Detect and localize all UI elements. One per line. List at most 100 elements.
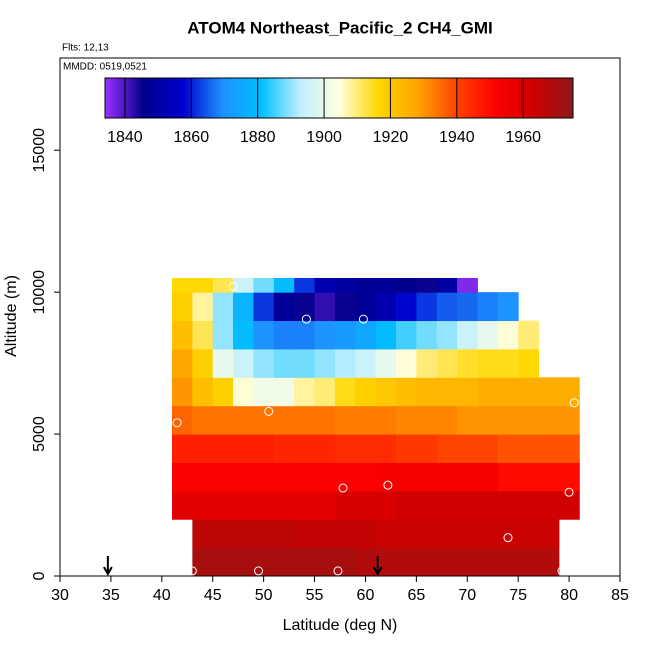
heat-cell — [314, 490, 336, 520]
heat-cell — [396, 405, 417, 435]
sample-point — [264, 406, 274, 416]
heat-cell — [538, 519, 560, 549]
heat-cell — [314, 348, 336, 378]
heat-cell — [375, 320, 397, 350]
heat-cell — [314, 292, 336, 322]
heat-cell — [172, 490, 193, 520]
heat-cell — [457, 377, 478, 407]
heat-cell — [273, 405, 295, 435]
colorbar-tick-label: 1960 — [505, 129, 541, 146]
ground-arrow — [372, 556, 383, 577]
sample-point — [564, 487, 574, 497]
sample-point — [187, 566, 197, 576]
heat-cell — [172, 320, 193, 350]
heat-cell — [212, 490, 234, 520]
heat-cell — [294, 377, 316, 407]
heat-cell — [314, 377, 336, 407]
heat-cell — [436, 434, 458, 463]
heat-cell — [253, 434, 275, 463]
heat-cell — [477, 405, 499, 435]
x-tick-label: 70 — [458, 587, 476, 604]
heat-cell — [253, 377, 275, 407]
heat-cell — [334, 434, 356, 463]
heat-cell — [273, 320, 295, 350]
heat-cell — [172, 277, 193, 293]
heat-cell — [436, 377, 458, 407]
x-tick-label: 30 — [51, 587, 69, 604]
y-tick-label: 15000 — [31, 128, 48, 173]
heat-cell — [436, 277, 458, 293]
heat-cell — [233, 377, 254, 407]
heat-cell — [457, 277, 478, 293]
heat-cell — [314, 462, 336, 492]
heat-cell — [375, 519, 397, 549]
heat-cell — [233, 490, 254, 520]
x-tick-label: 45 — [204, 587, 222, 604]
heat-cell — [314, 519, 336, 549]
sample-point — [301, 314, 311, 324]
heat-cell — [436, 490, 458, 520]
heat-cell — [436, 519, 458, 549]
heat-cell — [538, 547, 560, 577]
heat-cell — [212, 405, 234, 435]
heat-cell — [497, 348, 519, 378]
heat-cell — [416, 462, 438, 492]
heat-cell — [436, 320, 458, 350]
heat-cell — [396, 277, 417, 293]
heat-cell — [355, 377, 377, 407]
heat-cell — [375, 434, 397, 463]
heat-cell — [558, 462, 580, 492]
sample-point — [333, 566, 343, 576]
heat-cell — [457, 348, 478, 378]
heat-cell — [436, 405, 458, 435]
heat-cell — [334, 462, 356, 492]
heat-cell — [416, 519, 438, 549]
x-tick-label: 35 — [102, 587, 120, 604]
heat-cell — [233, 292, 254, 322]
heat-cell — [497, 292, 519, 322]
heat-cell — [396, 434, 417, 463]
heat-cell — [375, 377, 397, 407]
colorbar — [104, 77, 574, 119]
heat-cell — [497, 490, 519, 520]
x-tick-label: 40 — [153, 587, 171, 604]
heat-cell — [192, 405, 214, 435]
heat-cell — [396, 292, 417, 322]
heat-cell — [314, 320, 336, 350]
heat-cell — [518, 519, 540, 549]
heat-cell — [416, 490, 438, 520]
heat-cell — [233, 320, 254, 350]
heat-cell — [396, 377, 417, 407]
heat-cell — [192, 377, 214, 407]
heat-cell — [212, 377, 234, 407]
heat-cell — [294, 462, 316, 492]
heat-cell — [212, 462, 234, 492]
heat-cell — [518, 320, 540, 350]
heat-cell — [192, 462, 214, 492]
heat-cell — [273, 462, 295, 492]
heat-cell — [497, 547, 519, 577]
heat-cell — [273, 519, 295, 549]
heat-cell — [416, 547, 438, 577]
heat-cell — [497, 377, 519, 407]
heat-cell — [497, 434, 519, 463]
heat-cell — [294, 348, 316, 378]
heat-cell — [497, 462, 519, 492]
heat-cell — [355, 490, 377, 520]
heat-cell — [518, 490, 540, 520]
heat-cell — [172, 292, 193, 322]
heat-cell — [253, 547, 275, 577]
heat-cell — [294, 292, 316, 322]
heat-cell — [273, 377, 295, 407]
heat-cell — [355, 547, 377, 577]
heat-cell — [538, 377, 560, 407]
heat-cell — [172, 462, 193, 492]
heat-cell — [253, 405, 275, 435]
heat-cell — [334, 519, 356, 549]
heat-cell — [233, 405, 254, 435]
heat-cell — [314, 405, 336, 435]
heat-cell — [477, 547, 499, 577]
heat-cell — [396, 547, 417, 577]
heat-cell — [416, 277, 438, 293]
